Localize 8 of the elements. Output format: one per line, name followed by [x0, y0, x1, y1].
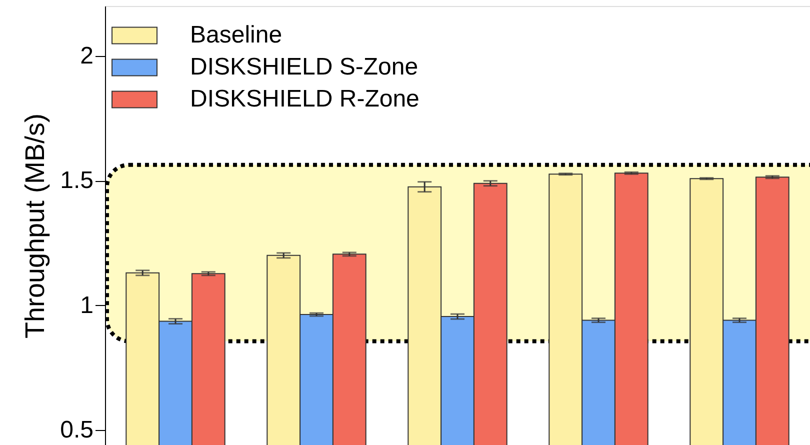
legend-label: DISKSHIELD R-Zone: [190, 86, 420, 112]
y-tick-label: 2: [80, 42, 94, 70]
legend-label: Baseline: [190, 22, 282, 48]
y-tick-label: 0.5: [60, 416, 94, 444]
y-tick-label: 1.5: [60, 167, 94, 194]
y-axis-title: Throughput (MB/s): [20, 113, 50, 339]
y-tick-label: 1: [80, 292, 94, 319]
legend-label: DISKSHIELD S-Zone: [190, 54, 418, 80]
